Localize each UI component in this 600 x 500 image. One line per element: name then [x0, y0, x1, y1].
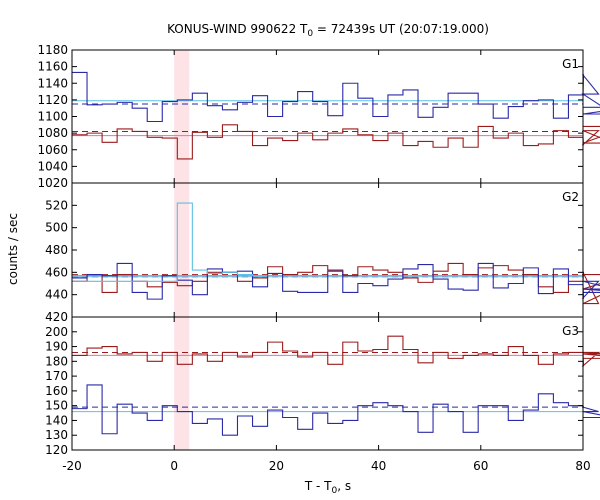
y-tick-label: 170: [45, 369, 68, 383]
y-tick-label: 150: [45, 399, 68, 413]
series-cyan-step-line: [72, 202, 268, 282]
x-tick-label: 0: [170, 459, 178, 473]
panel-g2: 420 440 460 480 500 520 G2: [45, 182, 600, 324]
y-tick-label: 1140: [37, 76, 68, 90]
panel-g1: 1020 1040 1060 1080 1100 1120 1140 1160 1180 G1: [37, 43, 600, 190]
y-tick-label: 120: [45, 443, 68, 457]
y-tick-label: 200: [45, 325, 68, 339]
highlight-band: [174, 50, 190, 450]
plot-area: 1020 1040 1060 1080 1100 1120 1140 1160 1180 G1 42…: [37, 43, 600, 473]
series-red-step-line: [72, 262, 600, 305]
y-tick-label: 1020: [37, 176, 68, 190]
y-tick-label: 160: [45, 384, 68, 398]
y-tick-label: 180: [45, 354, 68, 368]
y-tick-label: 1180: [37, 43, 68, 57]
series-red-step-line: [72, 335, 600, 367]
series-red-step-line: [72, 124, 600, 160]
series-blue-step-line: [72, 71, 600, 123]
series-blue-step-line: [72, 384, 600, 436]
x-tick-label: 40: [371, 459, 386, 473]
y-tick-label: 1080: [37, 126, 68, 140]
panel-frame: [71, 49, 584, 184]
x-tick-label: 20: [269, 459, 284, 473]
panel-label: G2: [562, 190, 579, 204]
x-tick-label: 60: [473, 459, 488, 473]
panel-frame: [71, 316, 584, 451]
x-tick-label: 80: [575, 459, 590, 473]
panel-label: G3: [562, 324, 579, 338]
y-tick-label: 1120: [37, 93, 68, 107]
y-tick-label: 520: [45, 198, 68, 212]
y-tick-label: 1160: [37, 60, 68, 74]
y-tick-label: 190: [45, 340, 68, 354]
y-axis-title: counts / sec: [6, 213, 20, 285]
y-tick-label: 500: [45, 221, 68, 235]
y-tick-label: 420: [45, 310, 68, 324]
y-tick-label: 460: [45, 265, 68, 279]
series-blue-step-line: [72, 262, 600, 300]
y-tick-label: 140: [45, 413, 68, 427]
y-tick-label: 480: [45, 243, 68, 257]
y-tick-label: 130: [45, 428, 68, 442]
y-tick-label: 1100: [37, 110, 68, 124]
y-tick-label: 1040: [37, 159, 68, 173]
panel-label: G1: [562, 57, 579, 71]
panel-frame: [71, 182, 584, 318]
y-tick-label: 440: [45, 288, 68, 302]
y-tick-label: 1060: [37, 143, 68, 157]
chart-title: KONUS-WIND 990622 T0 = 72439s UT (20:07:…: [167, 22, 489, 39]
x-tick-label: -20: [62, 459, 82, 473]
x-axis-title: T - T0, s: [304, 479, 351, 496]
